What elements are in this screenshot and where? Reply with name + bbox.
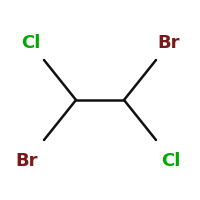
Text: Br: Br: [16, 152, 38, 170]
Text: Br: Br: [158, 34, 180, 52]
Text: Cl: Cl: [161, 152, 181, 170]
Text: Cl: Cl: [21, 34, 41, 52]
